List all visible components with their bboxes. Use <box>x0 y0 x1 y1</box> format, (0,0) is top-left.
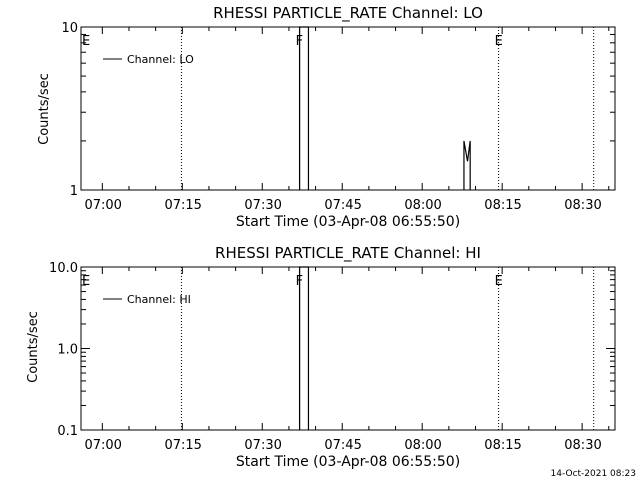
series-line-lo-bump <box>463 140 471 190</box>
y-tick-label-hi-2: 10.0 <box>49 261 78 276</box>
x-tick-label-hi-5: 08:15 <box>484 438 521 453</box>
y-tick-label-lo-0: 1 <box>70 184 78 199</box>
chart-title-hi: RHESSI PARTICLE_RATE Channel: HI <box>215 244 481 263</box>
event-label-lo-0: E <box>82 34 90 49</box>
legend-lo: Channel: LO <box>103 53 194 66</box>
footer-timestamp: 14-Oct-2021 08:23 <box>551 469 636 479</box>
legend-entry-hi: Channel: HI <box>127 293 191 306</box>
x-tick-label-lo-1: 07:15 <box>164 198 201 213</box>
event-label-hi-3: E <box>495 274 503 289</box>
panel-channel-hi: RHESSI PARTICLE_RATE Channel: HI Start T… <box>26 244 616 470</box>
legend-hi: Channel: HI <box>103 293 191 306</box>
y-axis-label-hi: Counts/sec <box>26 311 41 383</box>
y-axis-label-lo: Counts/sec <box>37 73 52 145</box>
event-label-lo-3: E <box>495 34 503 49</box>
x-tick-label-hi-3: 07:45 <box>324 438 361 453</box>
legend-entry-lo: Channel: LO <box>127 53 194 66</box>
x-tick-label-lo-4: 08:00 <box>404 198 441 213</box>
x-tick-label-lo-2: 07:30 <box>244 198 281 213</box>
chart-title-lo: RHESSI PARTICLE_RATE Channel: LO <box>213 4 483 23</box>
y-tick-label-hi-0: 0.1 <box>57 424 78 439</box>
x-axis-label-lo: Start Time (03-Apr-08 06:55:50) <box>236 214 460 230</box>
plot-frame-lo <box>80 26 616 191</box>
x-tick-label-lo-5: 08:15 <box>484 198 521 213</box>
x-axis-label-hi: Start Time (03-Apr-08 06:55:50) <box>236 454 460 470</box>
x-tick-label-hi-0: 07:00 <box>84 438 121 453</box>
x-tick-label-lo-0: 07:00 <box>84 198 121 213</box>
x-tick-label-hi-6: 08:30 <box>564 438 601 453</box>
y-tick-label-lo-1: 10 <box>61 21 78 36</box>
x-tick-label-lo-3: 07:45 <box>324 198 361 213</box>
panel-channel-lo: RHESSI PARTICLE_RATE Channel: LO Start T… <box>37 4 616 230</box>
y-tick-label-hi-1: 1.0 <box>57 343 78 358</box>
x-tick-label-lo-6: 08:30 <box>564 198 601 213</box>
x-tick-label-hi-1: 07:15 <box>164 438 201 453</box>
x-tick-label-hi-2: 07:30 <box>244 438 281 453</box>
x-tick-label-hi-4: 08:00 <box>404 438 441 453</box>
event-label-hi-0: E <box>82 274 90 289</box>
